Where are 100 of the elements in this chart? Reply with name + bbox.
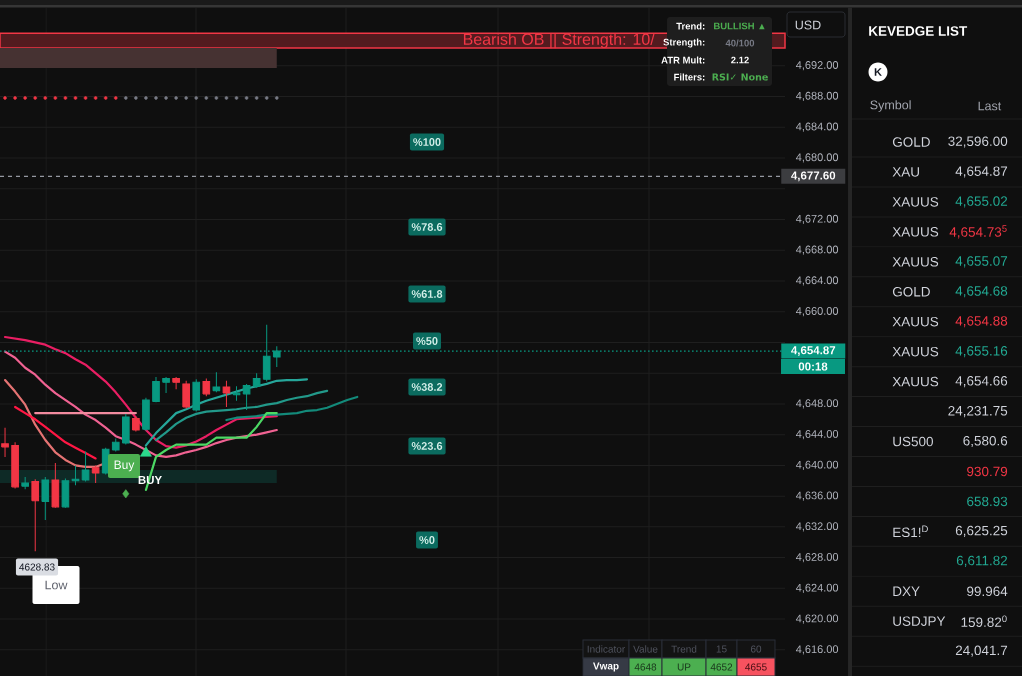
point [83, 96, 88, 100]
point [122, 489, 130, 499]
point [275, 96, 279, 100]
y-tick-label: 4,660.00 [795, 307, 839, 317]
text: KEVEDGE LIST [869, 26, 968, 36]
point [43, 96, 48, 100]
annotation: Buy [114, 460, 135, 472]
text: 930.79 [967, 466, 1008, 477]
point [204, 96, 209, 100]
text: 99.964 [967, 586, 1008, 597]
text: 24,041.7 [955, 645, 1008, 657]
annotation: ATR Mult: [661, 56, 705, 64]
text: 4,654.88 [955, 316, 1008, 328]
candlestick [31, 478, 40, 552]
text: Last [978, 101, 1002, 111]
category-label: GOLD [892, 137, 930, 147]
point [3, 96, 7, 100]
text: 4,655.02 [955, 196, 1008, 208]
annotation: %61.8 [411, 290, 443, 298]
y-tick-label: 4,636.00 [795, 491, 839, 501]
annotation: 4628.83 [19, 563, 55, 571]
point [63, 96, 68, 100]
annotation: Indicator [587, 645, 625, 653]
annotation: 2.12 [731, 56, 749, 64]
point [254, 96, 259, 100]
annotation: 60 [750, 645, 762, 653]
point [23, 96, 27, 100]
annotation: Strength: [663, 38, 705, 48]
text: 24,231.75 [948, 405, 1008, 418]
category-label: XAU [892, 167, 919, 177]
y-tick-label: 4,632.00 [795, 522, 839, 532]
line-series [154, 389, 329, 442]
point [103, 96, 108, 100]
annotation: Vwap [593, 662, 619, 672]
annotation: 15 [716, 645, 727, 653]
point [214, 96, 219, 100]
text: 4,654.68 [955, 286, 1008, 298]
annotation: 4648 [634, 663, 657, 671]
text: 4,655.16 [955, 346, 1008, 358]
annotation: 40/100 [725, 39, 755, 47]
y-tick-label: 4,692.00 [795, 61, 839, 71]
category-label: XAUUS [892, 316, 939, 327]
text: 4,655.07 [955, 256, 1008, 268]
point [144, 96, 148, 100]
text: 4,654.73$^{5}$ [949, 225, 1007, 239]
point [234, 96, 239, 100]
y-tick-label: 4,644.00 [795, 430, 839, 440]
category-label: XAUUS [892, 346, 939, 357]
y-tick-label: 4,648.00 [795, 399, 839, 409]
ref-line-label: 4,677.60 [791, 171, 836, 182]
y-tick-label: 4,664.00 [795, 276, 839, 286]
text: Symbol [870, 100, 911, 112]
category-label: XAUUS [892, 376, 939, 387]
text: 6,580.6 [963, 435, 1008, 448]
y-tick-label: 4,684.00 [795, 122, 839, 132]
y-tick-label: 4,680.00 [795, 153, 839, 163]
candlestick [1, 427, 9, 458]
point [264, 96, 269, 100]
candlestick [152, 376, 160, 403]
annotation: 4652 [710, 663, 733, 671]
category-label: XAUUS [892, 197, 939, 207]
point [124, 96, 128, 100]
y-tick-label: 4,688.00 [795, 91, 839, 101]
point [224, 96, 229, 100]
text: 4,654.66 [955, 376, 1008, 388]
line-series [14, 405, 97, 460]
category-label: USDJPY [893, 616, 946, 626]
candlestick [81, 451, 90, 483]
category-label: ES1!$^{D}$ [893, 525, 928, 538]
ref-line-label: 4,654.87 [791, 346, 836, 356]
candlestick [242, 383, 251, 411]
point [134, 96, 138, 100]
point [184, 96, 188, 100]
point [13, 96, 17, 100]
point [140, 446, 152, 457]
annotation: UP [677, 663, 691, 671]
point [164, 96, 168, 100]
y-tick-label: 4,616.00 [795, 645, 839, 655]
annotation: RSI✓ None [712, 73, 768, 81]
y-tick-label: 4,672.00 [795, 214, 839, 224]
candlestick [182, 380, 191, 409]
candlestick [41, 476, 50, 521]
text: 658.93 [967, 496, 1008, 507]
y-tick-label: 4,640.00 [795, 460, 839, 470]
text: 00:18 [798, 362, 828, 371]
candlestick [172, 376, 180, 390]
annotation: %50 [416, 337, 438, 345]
annotation: %0 [419, 536, 435, 544]
text: 32,596.00 [948, 136, 1008, 148]
candlestick [212, 371, 221, 393]
y-tick-label: 4,628.00 [795, 553, 839, 563]
y-tick-label: 4,668.00 [795, 245, 839, 255]
text: K [874, 68, 882, 76]
category-label: GOLD [892, 286, 930, 297]
text: USD [795, 20, 821, 30]
annotation: Filters: [674, 73, 705, 81]
annotation: %78.6 [411, 223, 443, 231]
text: 6,611.82 [956, 555, 1008, 567]
point [113, 96, 118, 100]
category-label: XAUUS [892, 257, 939, 267]
